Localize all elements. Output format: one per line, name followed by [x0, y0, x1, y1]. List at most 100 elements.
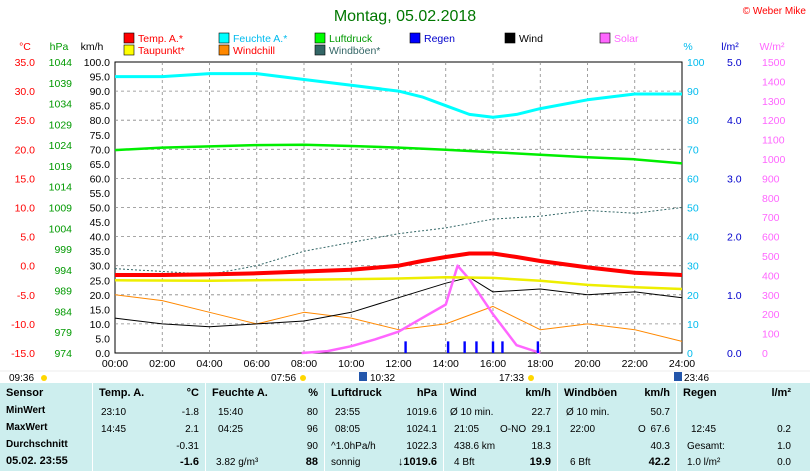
rain-tick-label: 4.0 — [727, 115, 742, 127]
temp-max: 2.1 — [185, 424, 199, 435]
press-header: Luftdruck — [331, 387, 382, 399]
rain-max: 0.2 — [777, 424, 791, 435]
gust-max-dir: O — [638, 424, 646, 435]
solar-tick-label: 1100 — [762, 135, 785, 147]
series-line-wind — [114, 276, 683, 328]
row-sensor: Sensor — [6, 387, 44, 399]
press-max: 1024.1 — [406, 424, 437, 435]
series-line-taupunkt — [114, 276, 683, 291]
chart-title: Montag, 05.02.2018 — [334, 8, 476, 25]
wind-tick-label: 20.0 — [90, 290, 111, 302]
wind-avg10-label: Ø 10 min. — [450, 407, 494, 418]
x-tick-label: 20:00 — [574, 358, 600, 370]
rain-bar — [463, 341, 466, 353]
solar-tick-label: 1200 — [762, 115, 786, 127]
x-tick-label: 06:00 — [244, 358, 270, 370]
legend-label: Windböen* — [329, 45, 380, 57]
sun-times: 09:36 07:56 10:32 17:33 23:46 — [0, 370, 810, 383]
rain-bar — [475, 341, 478, 353]
humidity-column: Feuchte A. % 15:40 80 04:25 96 90 3.82 g… — [205, 383, 324, 471]
wind-unit: km/h — [525, 387, 551, 399]
gust-unit: km/h — [644, 387, 670, 399]
series-line-feuchtea — [115, 72, 682, 119]
humidity-tick-label: 100 — [687, 57, 705, 69]
series-line-tempa — [115, 251, 683, 277]
x-tick-label: 14:00 — [433, 358, 459, 370]
gust-avg10: 50.7 — [650, 407, 670, 418]
wind-tick-label: 80.0 — [90, 115, 111, 127]
solar-tick-label: 500 — [762, 251, 780, 263]
legend-label: Windchill — [233, 45, 275, 57]
solar-tick-label: 1300 — [762, 96, 786, 108]
wind-tick-label: 70.0 — [90, 144, 111, 156]
solar-tick-label: 1400 — [762, 76, 786, 88]
x-tick-label: 00:00 — [102, 358, 128, 370]
wind-run: 438.6 km — [454, 441, 496, 452]
humidity-tick-label: 30 — [687, 261, 699, 273]
row-current: 05.02. 23:55 — [6, 455, 68, 467]
solar-tick-label: 1500 — [762, 57, 786, 69]
pressure-tick-label: 1004 — [49, 223, 73, 235]
legend-swatch — [218, 44, 230, 56]
hum-min-time: 15:40 — [218, 407, 244, 418]
temp-unit-label: °C — [19, 41, 31, 53]
rain-bar — [491, 341, 495, 353]
temp-tick-label: 25.0 — [15, 115, 36, 127]
x-tick-label: 02:00 — [149, 358, 175, 370]
gust-max: 67.6 — [650, 424, 670, 435]
solar-tick-label: 0 — [762, 348, 768, 360]
sunset-time: 17:33 — [499, 373, 524, 383]
legend-label: Luftdruck — [329, 33, 373, 45]
temp-unit: °C — [186, 387, 199, 399]
hum-max: 96 — [306, 424, 318, 435]
solar-unit-label: W/m² — [759, 41, 785, 53]
temp-avg: -0.31 — [176, 441, 199, 452]
wind-tick-label: 5.0 — [95, 333, 110, 345]
temp-tick-label: -5.0 — [17, 290, 35, 302]
temp-tick-label: 5.0 — [20, 232, 35, 244]
rain-day: 1.0 l/m² — [687, 457, 721, 468]
legend-swatch — [599, 32, 611, 44]
wind-tick-label: 35.0 — [90, 246, 111, 258]
wind-max: 29.1 — [531, 424, 551, 435]
rain-header: Regen — [683, 387, 717, 399]
press-min-time: 23:55 — [335, 407, 361, 418]
legend: Temp. A.* Feuchte A.* Luftdruck Regen Wind So… — [123, 32, 639, 57]
solar-tick-label: 800 — [762, 193, 780, 205]
humidity-tick-label: 0 — [687, 348, 693, 360]
x-tick-label: 18:00 — [527, 358, 553, 370]
humidity-tick-label: 60 — [687, 173, 699, 185]
solar-tick-label: 200 — [762, 309, 780, 321]
legend-label: Regen — [424, 33, 455, 45]
rain-tick-label: 5.0 — [727, 57, 742, 69]
pressure-tick-label: 1044 — [49, 57, 73, 69]
hum-abs: 3.82 g/m³ — [216, 457, 259, 468]
legend-swatch — [409, 32, 421, 44]
solar-tick-label: 1000 — [762, 154, 786, 166]
wind-tick-label: 95.0 — [90, 72, 111, 84]
temp-max-time: 14:45 — [101, 424, 127, 435]
wind-tick-label: 90.0 — [90, 86, 111, 98]
moon-icon — [359, 372, 367, 381]
pressure-tick-label: 1034 — [49, 99, 73, 111]
rain-bar — [446, 341, 450, 353]
temp-tick-label: 0.0 — [20, 261, 35, 273]
humidity-tick-label: 80 — [687, 115, 699, 127]
legend-swatch — [123, 32, 135, 44]
gust-max-time: 22:00 — [570, 424, 596, 435]
rain-unit-label: l/m² — [721, 41, 739, 53]
x-tick-label: 22:00 — [622, 358, 648, 370]
pressure-tick-label: 984 — [54, 306, 72, 318]
x-tick-label: 24:00 — [669, 358, 695, 370]
plot-grid — [114, 61, 683, 354]
wind-tick-label: 75.0 — [90, 130, 111, 142]
temp-tick-label: 15.0 — [15, 173, 36, 185]
pressure-tick-label: 1039 — [49, 78, 73, 90]
humidity-unit-label: % — [683, 41, 692, 53]
legend-label: Temp. A.* — [138, 33, 183, 45]
wind-tick-label: 100.0 — [84, 57, 110, 69]
wind-tick-label: 15.0 — [90, 304, 111, 316]
humidity-tick-label: 40 — [687, 232, 699, 244]
rain-total-label: Gesamt: — [687, 441, 725, 452]
gust-now: 42.2 — [648, 456, 670, 468]
